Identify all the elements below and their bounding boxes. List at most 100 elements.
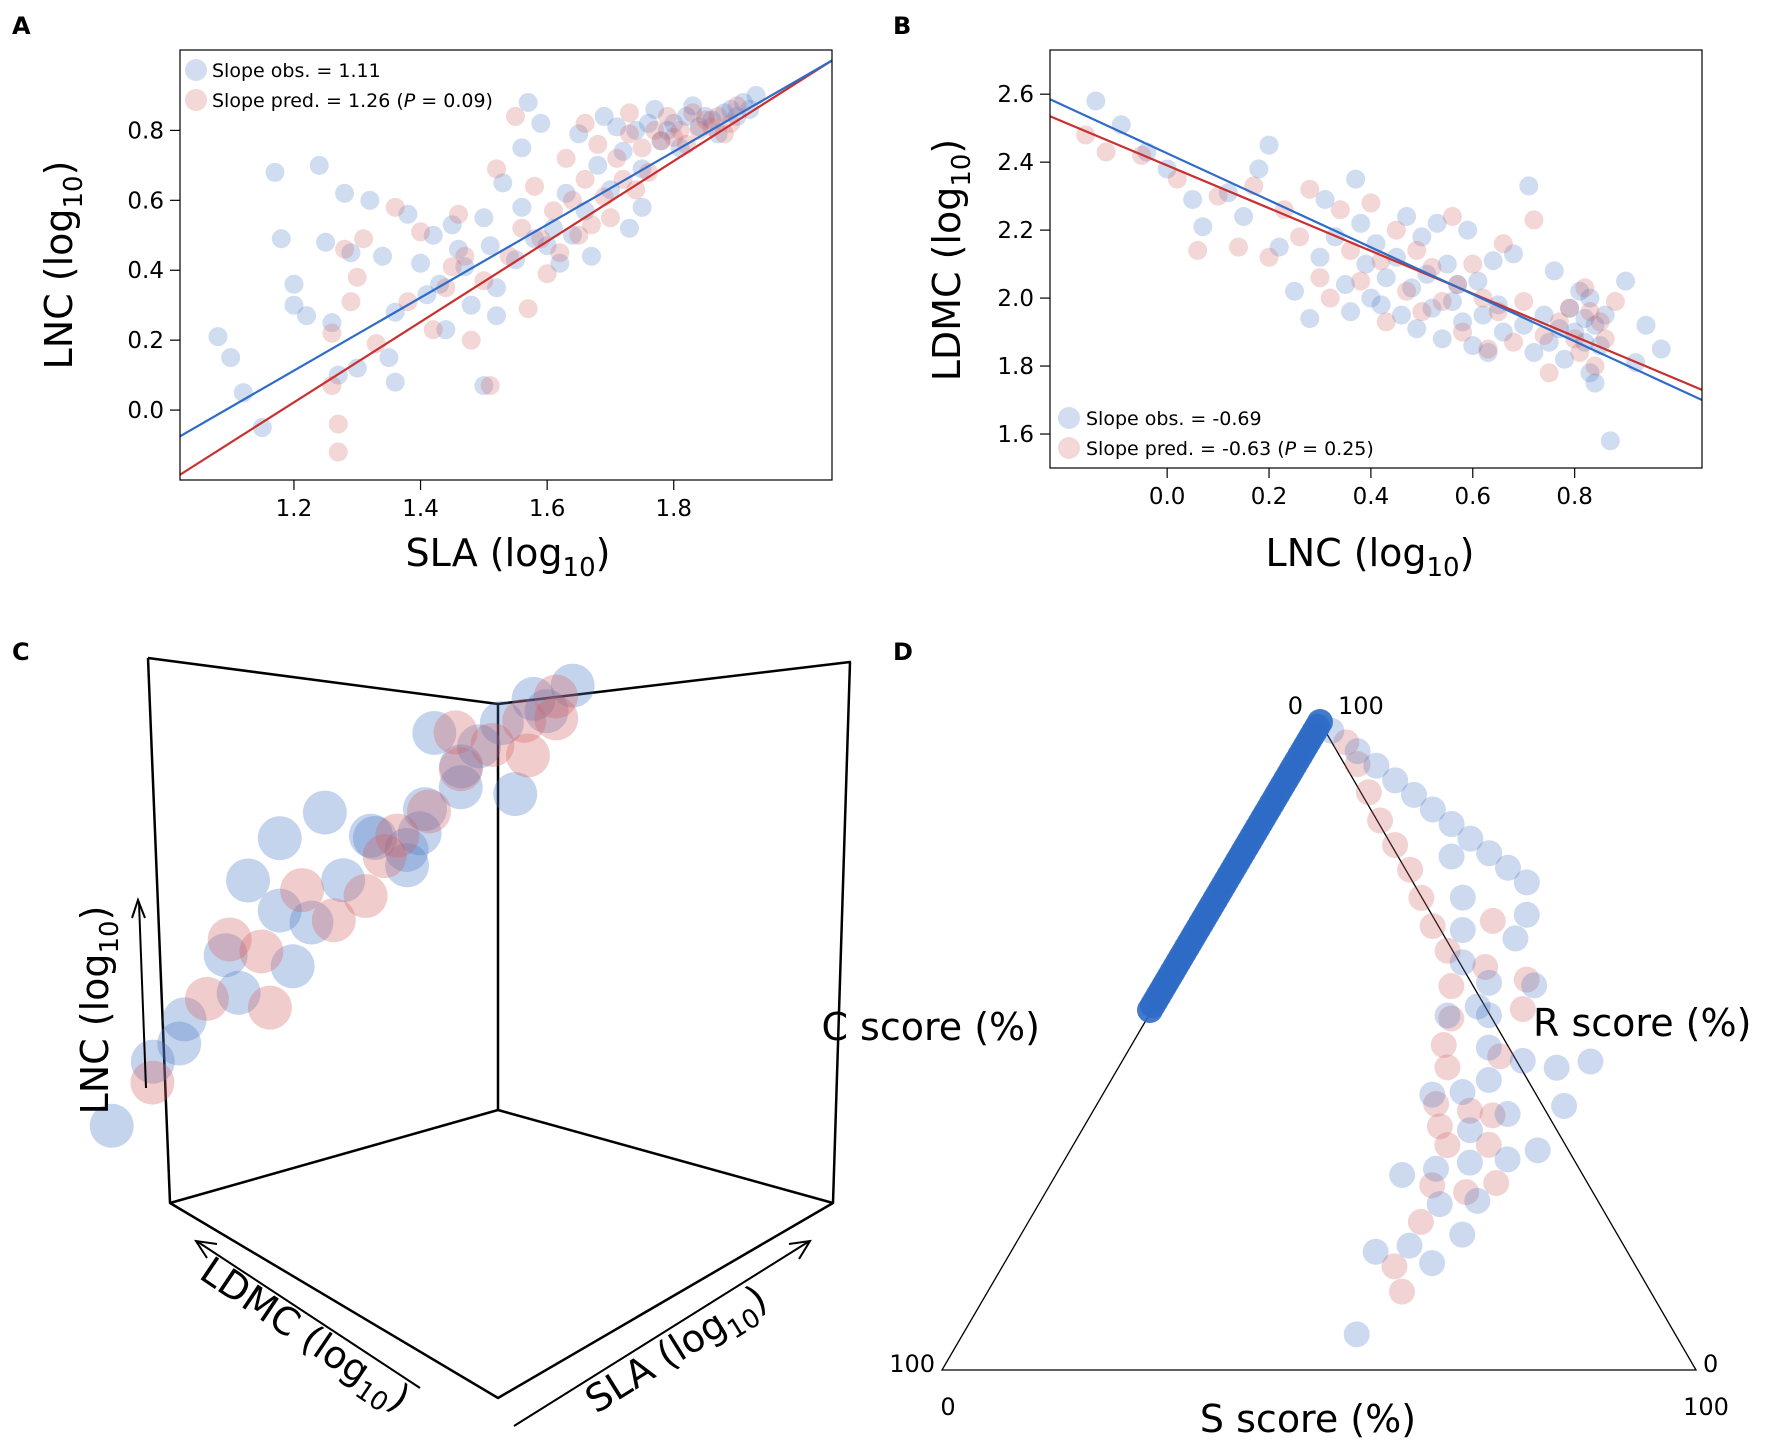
point-observed (89, 1103, 134, 1148)
point-observed (1636, 315, 1656, 335)
point-predicted (1300, 179, 1320, 199)
point-predicted (1188, 241, 1208, 261)
point-observed (1401, 781, 1427, 808)
point-observed (284, 295, 304, 315)
point-predicted (487, 159, 507, 179)
point-observed (1422, 298, 1442, 318)
point-predicted (1397, 281, 1417, 301)
point-predicted (328, 414, 348, 434)
point-predicted (727, 96, 747, 116)
point-predicted (1096, 142, 1116, 162)
panel-a-points (208, 85, 766, 462)
panel-b-points (1076, 91, 1671, 451)
x-tick-label: 1.4 (402, 496, 439, 522)
point-predicted (537, 264, 557, 284)
point-observed (1427, 213, 1447, 233)
point-predicted (575, 113, 595, 133)
point-observed (226, 858, 271, 903)
corner-label-right: 0 (1703, 1350, 1718, 1378)
point-observed (257, 816, 302, 861)
point-predicted (335, 239, 355, 259)
point-observed (594, 106, 614, 126)
point-observed (379, 348, 399, 368)
point-predicted (505, 106, 525, 126)
point-observed (457, 724, 502, 769)
panel-letter-a: A (12, 12, 31, 40)
point-observed (1473, 305, 1493, 325)
point-observed (537, 236, 557, 256)
point-predicted (461, 330, 481, 350)
point-observed (1463, 336, 1483, 356)
point-observed (657, 120, 677, 140)
point-observed (1464, 993, 1491, 1020)
point-observed (1193, 217, 1213, 237)
point-predicted (600, 208, 620, 228)
point-observed (439, 744, 484, 789)
point-observed (1419, 796, 1446, 823)
point-observed (619, 218, 639, 238)
point-predicted (1351, 271, 1371, 291)
panel-c-axis-arrows (131, 897, 812, 1427)
point-predicted (1434, 1132, 1461, 1159)
point-observed (480, 236, 500, 256)
point-observed (1504, 244, 1524, 264)
point-observed (733, 92, 753, 112)
point-observed (1432, 329, 1452, 349)
point-predicted (1539, 363, 1559, 383)
panel-a-plot-frame (179, 49, 833, 481)
point-observed (1493, 322, 1513, 342)
point-predicted (184, 976, 229, 1021)
point-observed (455, 257, 475, 277)
point-predicted (1472, 953, 1499, 980)
point-predicted (1438, 1005, 1465, 1032)
point-predicted (455, 246, 475, 266)
point-observed (1595, 305, 1615, 325)
panel-c-lnc-axis-title: LNC (log10) (73, 906, 125, 1115)
point-observed (1269, 237, 1289, 257)
point-observed (714, 103, 734, 123)
point-observed (436, 320, 456, 340)
point-predicted (1524, 210, 1544, 230)
point-predicted (1434, 937, 1461, 964)
x-tick-label: 1.8 (655, 496, 692, 522)
lnc-axis-arrowhead (131, 897, 146, 919)
fit-line-predicted (1049, 115, 1703, 391)
point-observed (1544, 261, 1564, 281)
point-observed (1543, 1054, 1570, 1081)
point-predicted (1381, 1253, 1408, 1280)
point-predicted (607, 148, 627, 168)
point-observed (398, 204, 418, 224)
point-observed (474, 376, 494, 396)
point-predicted (1430, 1032, 1457, 1059)
point-observed (479, 701, 524, 746)
point-observed (302, 790, 347, 835)
point-observed (1534, 305, 1554, 325)
point-predicted (1412, 302, 1432, 322)
point-observed (1502, 925, 1529, 952)
point-observed (1341, 302, 1361, 322)
legend-predicted-label: Slope pred. = 1.26 (P = 0.09) (212, 90, 493, 112)
point-observed (1442, 291, 1462, 311)
point-observed (1356, 254, 1376, 274)
point-observed (309, 155, 329, 175)
point-observed (493, 772, 538, 817)
point-observed (412, 710, 457, 755)
point-observed (384, 827, 429, 872)
point-observed (702, 110, 722, 130)
fit-line-observed (1049, 98, 1703, 402)
ldmc-axis-arrowhead (193, 1239, 218, 1259)
point-observed (1476, 840, 1503, 867)
point-observed (449, 239, 469, 259)
point-predicted (534, 696, 579, 741)
ldmc-axis-arrow (197, 1241, 421, 1389)
point-predicted (1407, 1208, 1434, 1235)
point-observed (1285, 281, 1304, 301)
y-tick-label: 2.0 (997, 286, 1034, 312)
point-observed (1476, 969, 1502, 996)
point-predicted (1463, 254, 1483, 274)
point-predicted (1432, 291, 1452, 311)
point-observed (487, 278, 507, 298)
point-observed (1412, 227, 1432, 247)
point-predicted (1514, 291, 1534, 311)
point-predicted (1585, 356, 1605, 376)
